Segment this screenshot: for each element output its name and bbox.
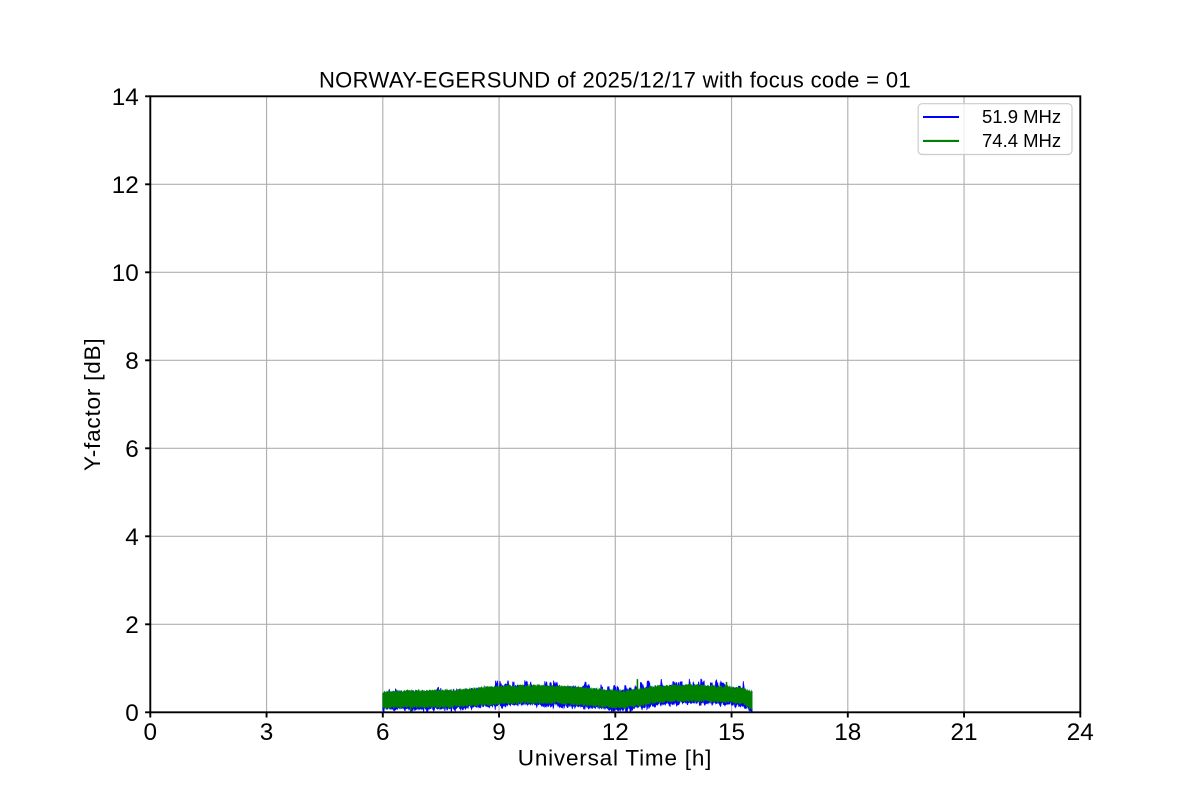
svg-text:3: 3 xyxy=(260,719,274,746)
svg-text:10: 10 xyxy=(112,260,139,287)
svg-text:15: 15 xyxy=(718,719,745,746)
svg-text:8: 8 xyxy=(125,348,139,375)
svg-text:12: 12 xyxy=(602,719,629,746)
svg-text:12: 12 xyxy=(112,172,139,199)
svg-text:NORWAY-EGERSUND of 2025/12/17: NORWAY-EGERSUND of 2025/12/17 with focus… xyxy=(319,68,911,93)
svg-text:4: 4 xyxy=(125,524,139,551)
svg-text:2: 2 xyxy=(125,612,139,639)
svg-text:0: 0 xyxy=(125,700,139,727)
svg-text:21: 21 xyxy=(951,719,978,746)
svg-text:Universal Time [h]: Universal Time [h] xyxy=(518,745,712,770)
svg-text:0: 0 xyxy=(144,719,158,746)
svg-text:24: 24 xyxy=(1067,719,1094,746)
svg-text:74.4 MHz: 74.4 MHz xyxy=(982,130,1061,151)
svg-text:6: 6 xyxy=(125,436,139,463)
svg-text:14: 14 xyxy=(112,84,139,111)
svg-text:9: 9 xyxy=(492,719,506,746)
svg-text:6: 6 xyxy=(376,719,390,746)
svg-text:18: 18 xyxy=(834,719,861,746)
svg-text:Y-factor [dB]: Y-factor [dB] xyxy=(80,338,105,471)
svg-text:51.9 MHz: 51.9 MHz xyxy=(982,106,1061,127)
